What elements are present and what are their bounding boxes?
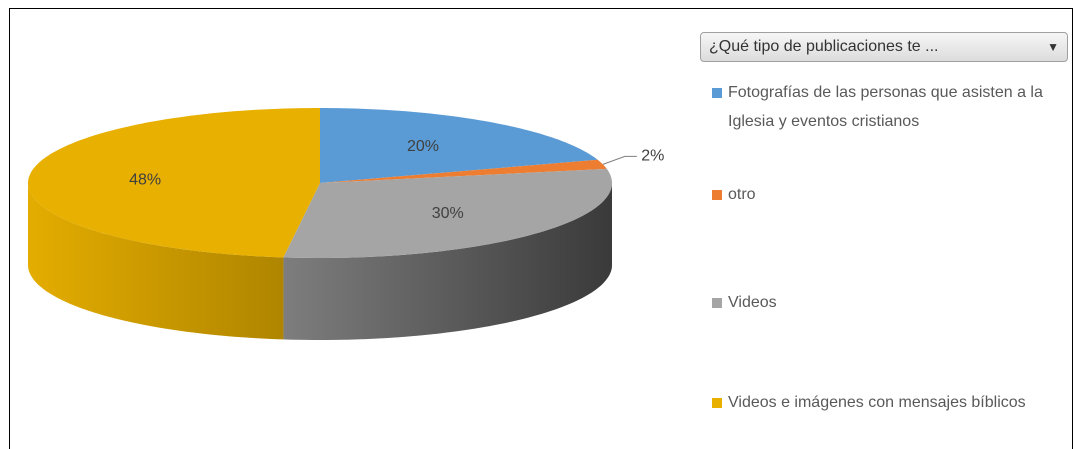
slice <box>28 108 320 258</box>
pie-area: 20% 2% 30% 48% <box>28 108 664 340</box>
chart-frame <box>9 8 1073 449</box>
legend-label: Videos <box>728 294 777 311</box>
data-label: 30% <box>432 205 464 222</box>
legend-label: otro <box>728 186 756 203</box>
legend-label: Fotografías de las personas que asisten … <box>728 84 1043 130</box>
slice <box>283 168 612 258</box>
leader-line <box>602 155 637 165</box>
slice <box>320 108 598 183</box>
legend-swatch <box>712 190 722 200</box>
legend-swatch <box>712 298 722 308</box>
side-shade <box>28 183 612 340</box>
slice <box>320 159 607 183</box>
data-label: 2% <box>641 148 664 165</box>
data-label: 20% <box>407 138 439 155</box>
filter-button[interactable]: ¿Qué tipo de publicaciones te ... ▼ <box>700 32 1068 62</box>
legend-item: Fotografías de las personas que asisten … <box>712 78 1068 136</box>
filter-label: ¿Qué tipo de publicaciones te ... <box>709 38 939 55</box>
data-label: 48% <box>129 171 161 188</box>
legend-swatch <box>712 88 722 98</box>
dropdown-arrow[interactable]: ▼ <box>1047 40 1059 54</box>
legend-item: otro <box>712 180 1068 209</box>
legend-item: Videos e imágenes con mensajes bíblicos <box>712 388 1068 417</box>
legend-item: Videos <box>712 288 1068 317</box>
legend-label: Videos e imágenes con mensajes bíblicos <box>728 394 1026 411</box>
legend-swatch <box>712 398 722 408</box>
